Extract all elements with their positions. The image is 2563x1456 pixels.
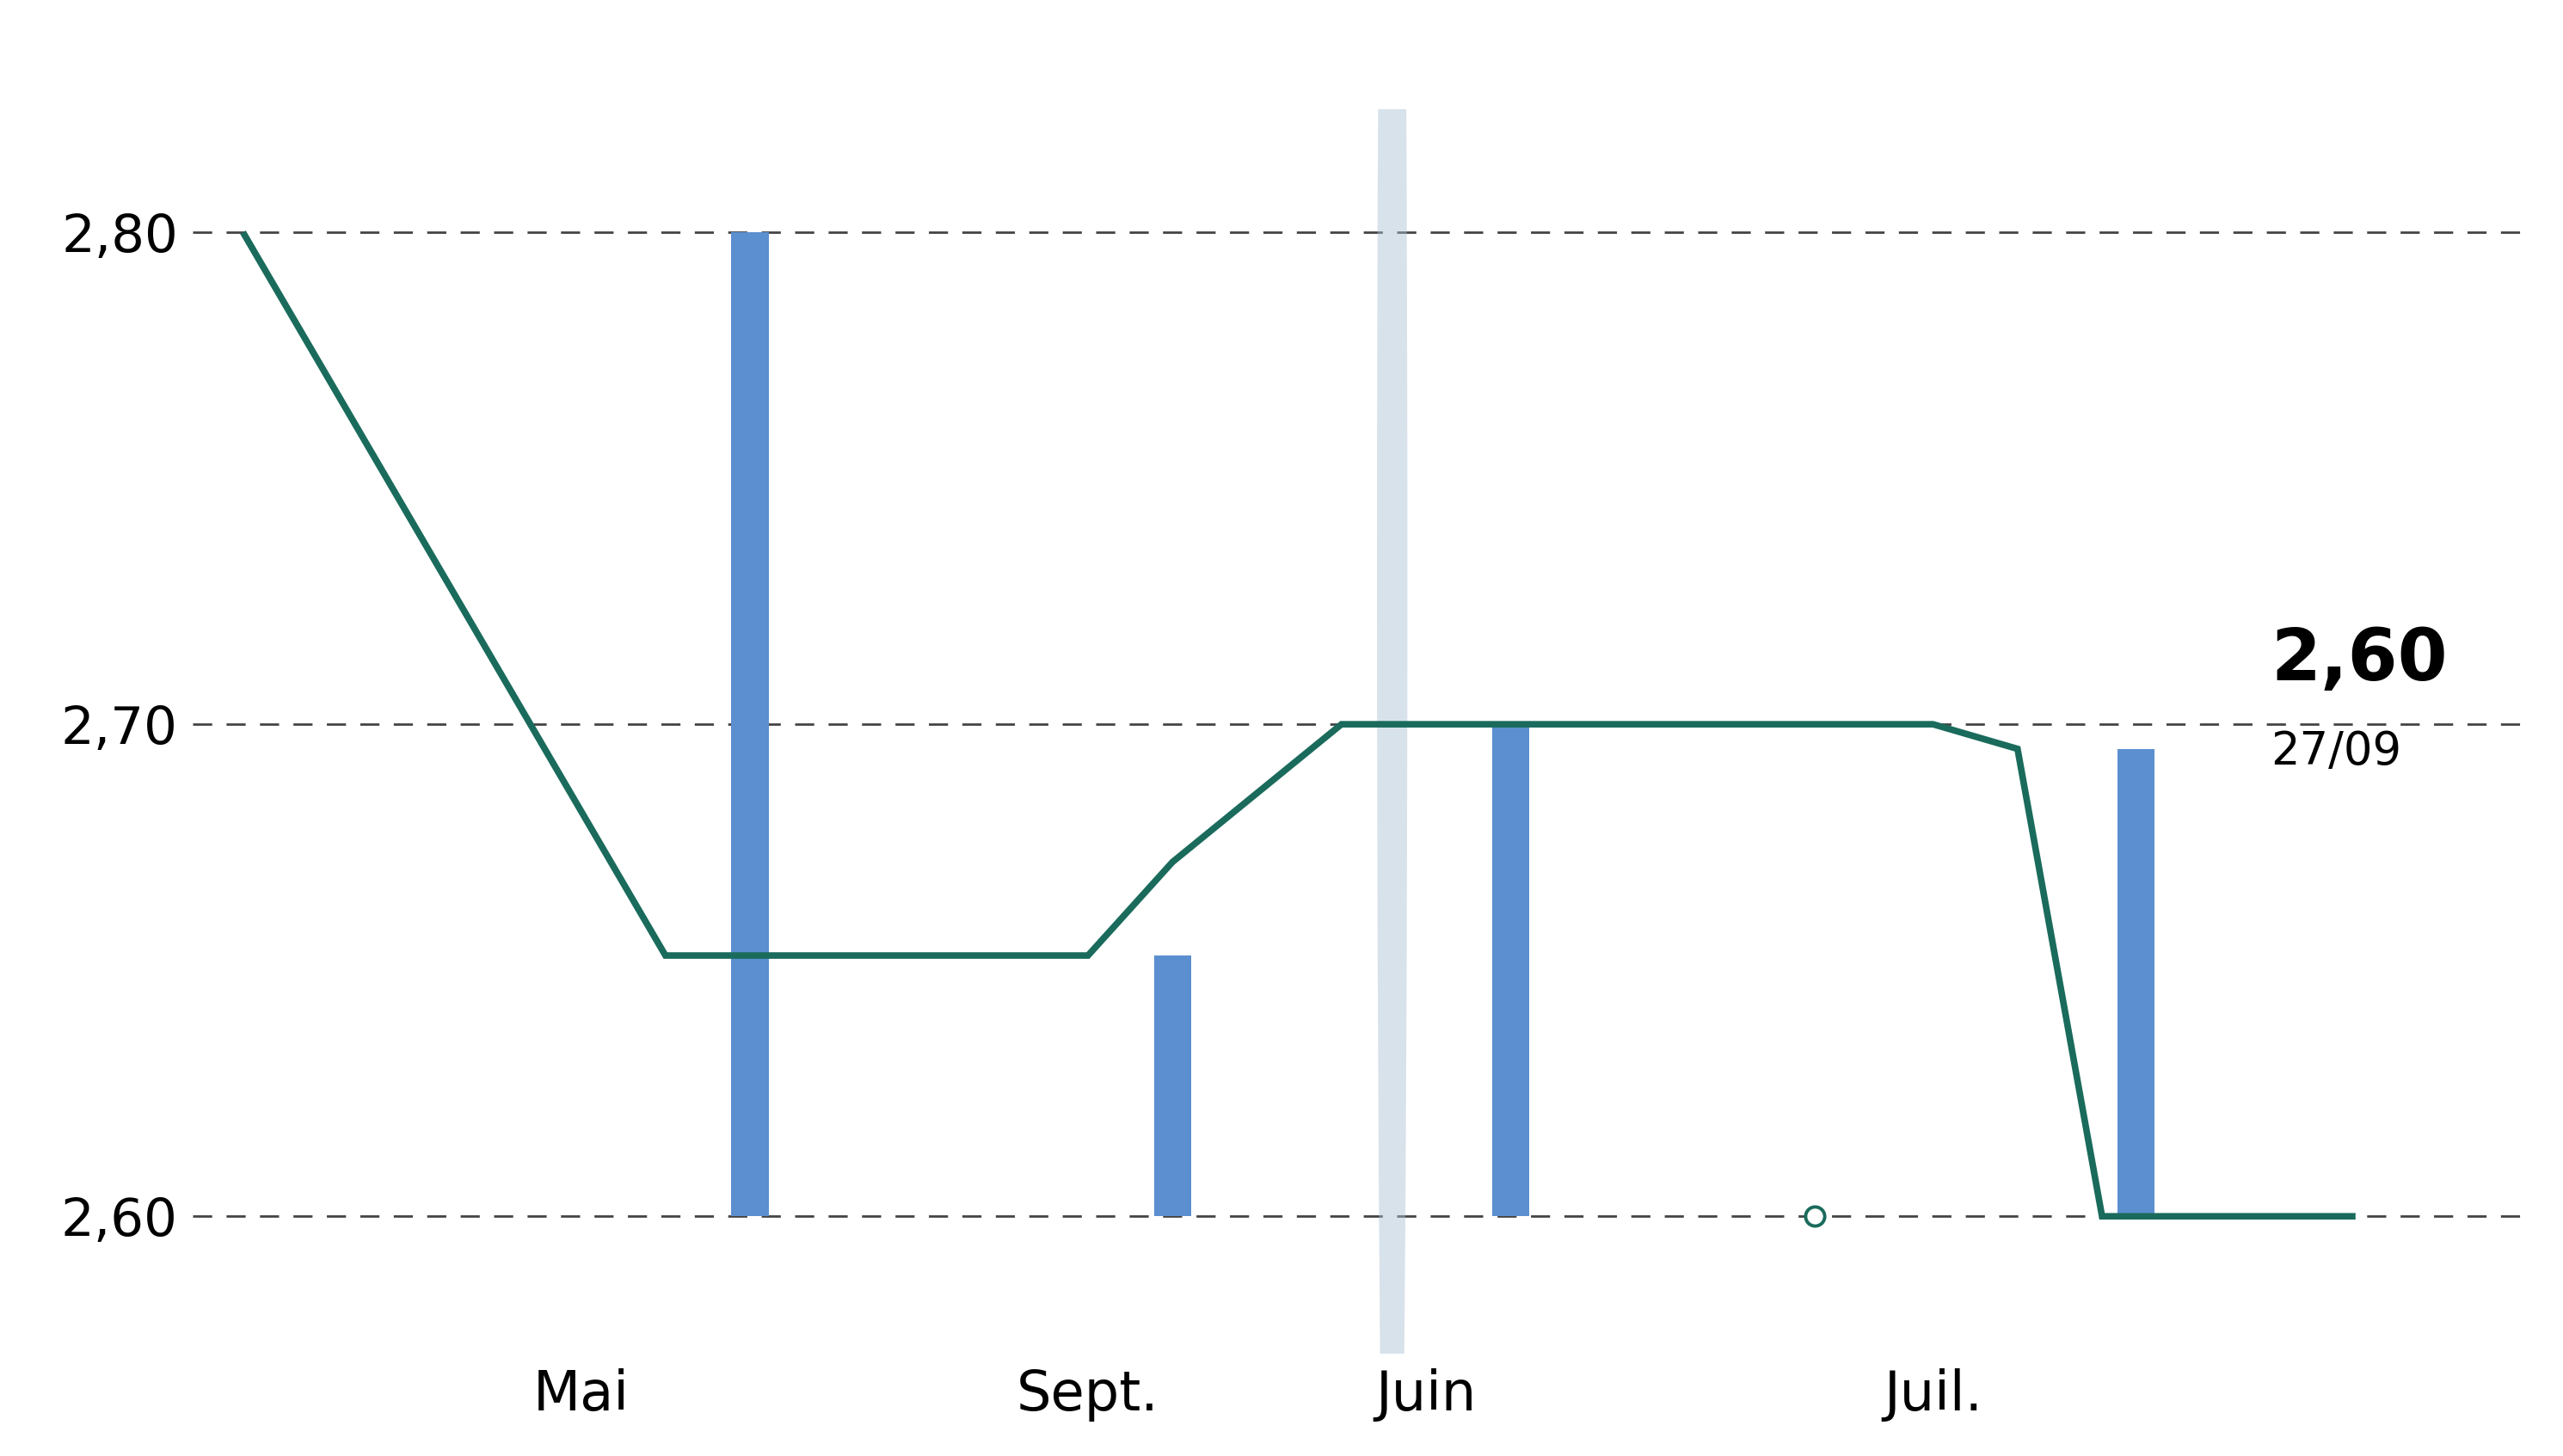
Bar bbox=[1153, 955, 1192, 1216]
Bar bbox=[730, 232, 769, 1216]
Text: 2,60: 2,60 bbox=[2271, 625, 2448, 695]
Bar bbox=[1492, 724, 1530, 1216]
Text: 27/09: 27/09 bbox=[2271, 729, 2402, 775]
Ellipse shape bbox=[1376, 0, 1407, 1456]
Text: INTEXA: INTEXA bbox=[1061, 7, 1502, 112]
Bar bbox=[2117, 748, 2155, 1216]
